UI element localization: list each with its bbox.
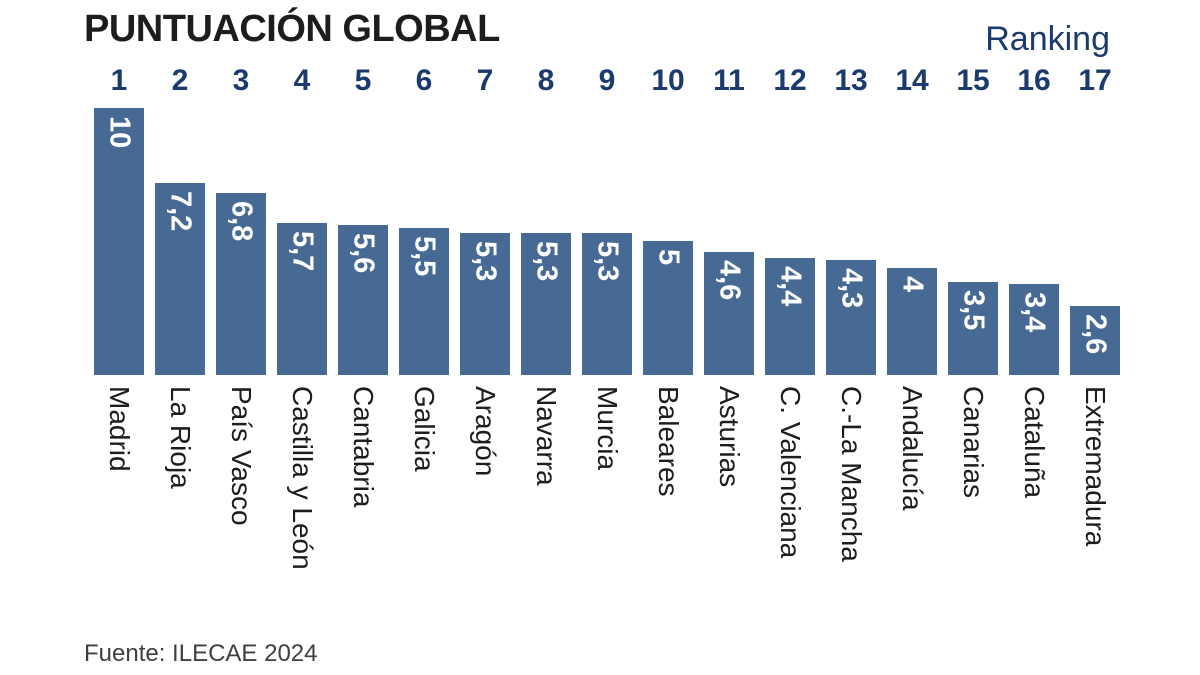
- bar-value-label: 6,8: [225, 201, 258, 242]
- category-label-wrap: Cataluña: [1009, 386, 1059, 498]
- bar-value-label: 5: [652, 249, 685, 266]
- rank-number: 12: [773, 64, 807, 97]
- ranking-legend-label: Ranking: [985, 20, 1110, 58]
- bar: 4,6: [704, 252, 754, 375]
- bar-value-label: 2,6: [1079, 314, 1112, 355]
- category-label-wrap: Madrid: [94, 386, 144, 472]
- rank-number: 15: [956, 64, 990, 97]
- category-label: Cataluña: [1019, 386, 1050, 499]
- bar-value-label: 10: [103, 116, 136, 149]
- bar: 2,6: [1070, 306, 1120, 375]
- bar-value-label: 4,4: [774, 266, 807, 307]
- category-label: Galicia: [409, 386, 440, 472]
- category-label-wrap: País Vasco: [216, 386, 266, 526]
- rank-number: 11: [713, 64, 745, 97]
- bar: 7,2: [155, 183, 205, 375]
- bar-value-label: 5,7: [286, 231, 319, 272]
- category-label-wrap: Murcia: [582, 386, 632, 470]
- bar: 10: [94, 108, 144, 375]
- category-label: País Vasco: [226, 386, 257, 526]
- bar-value-label: 5,5: [408, 236, 441, 277]
- category-label: Baleares: [653, 386, 684, 497]
- chart-title: PUNTUACIÓN GLOBAL: [84, 8, 500, 50]
- category-label: Navarra: [531, 386, 562, 486]
- bar-value-label: 7,2: [164, 191, 197, 232]
- bar-value-label: 5,6: [347, 233, 380, 274]
- category-label: Andalucía: [897, 386, 928, 511]
- rank-number: 7: [476, 64, 494, 97]
- rank-number: 5: [354, 64, 372, 97]
- category-label-wrap: Andalucía: [887, 386, 937, 511]
- bar: 5,3: [460, 233, 510, 375]
- category-label: Aragón: [470, 386, 501, 477]
- category-label-wrap: Navarra: [521, 386, 571, 486]
- category-label: Canarias: [958, 386, 989, 499]
- bar-value-label: 3,4: [1018, 292, 1051, 333]
- bar: 4: [887, 268, 937, 375]
- category-label-wrap: Canarias: [948, 386, 998, 498]
- category-label-wrap: Aragón: [460, 386, 510, 476]
- category-label-wrap: Baleares: [643, 386, 693, 497]
- rank-number: 6: [415, 64, 433, 97]
- bar-value-label: 4,3: [835, 268, 868, 309]
- bar: 5,3: [582, 233, 632, 375]
- rank-number: 17: [1078, 64, 1112, 97]
- category-label: Extremadura: [1080, 386, 1111, 547]
- category-label: C. Valenciana: [775, 386, 806, 559]
- category-label-wrap: La Rioja: [155, 386, 205, 489]
- category-label: La Rioja: [165, 386, 196, 489]
- rank-number: 3: [232, 64, 250, 97]
- rank-number: 10: [651, 64, 685, 97]
- category-label-wrap: C.-La Mancha: [826, 386, 876, 562]
- rank-number: 14: [895, 64, 929, 97]
- category-label-wrap: Asturias: [704, 386, 754, 487]
- category-label: Cantabria: [348, 386, 379, 508]
- rank-number: 1: [110, 64, 128, 97]
- bar: 4,3: [826, 260, 876, 375]
- category-label: Murcia: [592, 386, 623, 471]
- bar: 5,7: [277, 223, 327, 375]
- bar-value-label: 5,3: [530, 241, 563, 282]
- bar: 5,6: [338, 225, 388, 375]
- category-label: Castilla y León: [287, 386, 318, 570]
- bar: 3,5: [948, 282, 998, 375]
- bar-value-label: 4: [896, 276, 929, 293]
- bar-value-label: 4,6: [713, 260, 746, 301]
- rank-number: 9: [598, 64, 616, 97]
- category-label: Asturias: [714, 386, 745, 488]
- bar: 4,4: [765, 258, 815, 375]
- source-note: Fuente: ILECAE 2024: [84, 640, 318, 667]
- rank-number: 8: [537, 64, 555, 97]
- category-label-wrap: Castilla y León: [277, 386, 327, 570]
- category-label-wrap: Extremadura: [1070, 386, 1120, 546]
- bar-value-label: 5,3: [469, 241, 502, 282]
- bar: 6,8: [216, 193, 266, 375]
- rank-number: 16: [1017, 64, 1051, 97]
- bar-value-label: 3,5: [957, 290, 990, 331]
- category-label-wrap: C. Valenciana: [765, 386, 815, 558]
- category-label-wrap: Cantabria: [338, 386, 388, 507]
- bar-value-label: 5,3: [591, 241, 624, 282]
- bar: 5,5: [399, 228, 449, 375]
- category-label: C.-La Mancha: [836, 386, 867, 562]
- rank-number: 2: [171, 64, 189, 97]
- category-label-wrap: Galicia: [399, 386, 449, 472]
- bar: 5,3: [521, 233, 571, 375]
- bar: 3,4: [1009, 284, 1059, 375]
- bar: 5: [643, 241, 693, 375]
- rank-number: 13: [834, 64, 868, 97]
- category-label: Madrid: [104, 386, 135, 472]
- rank-number: 4: [293, 64, 311, 97]
